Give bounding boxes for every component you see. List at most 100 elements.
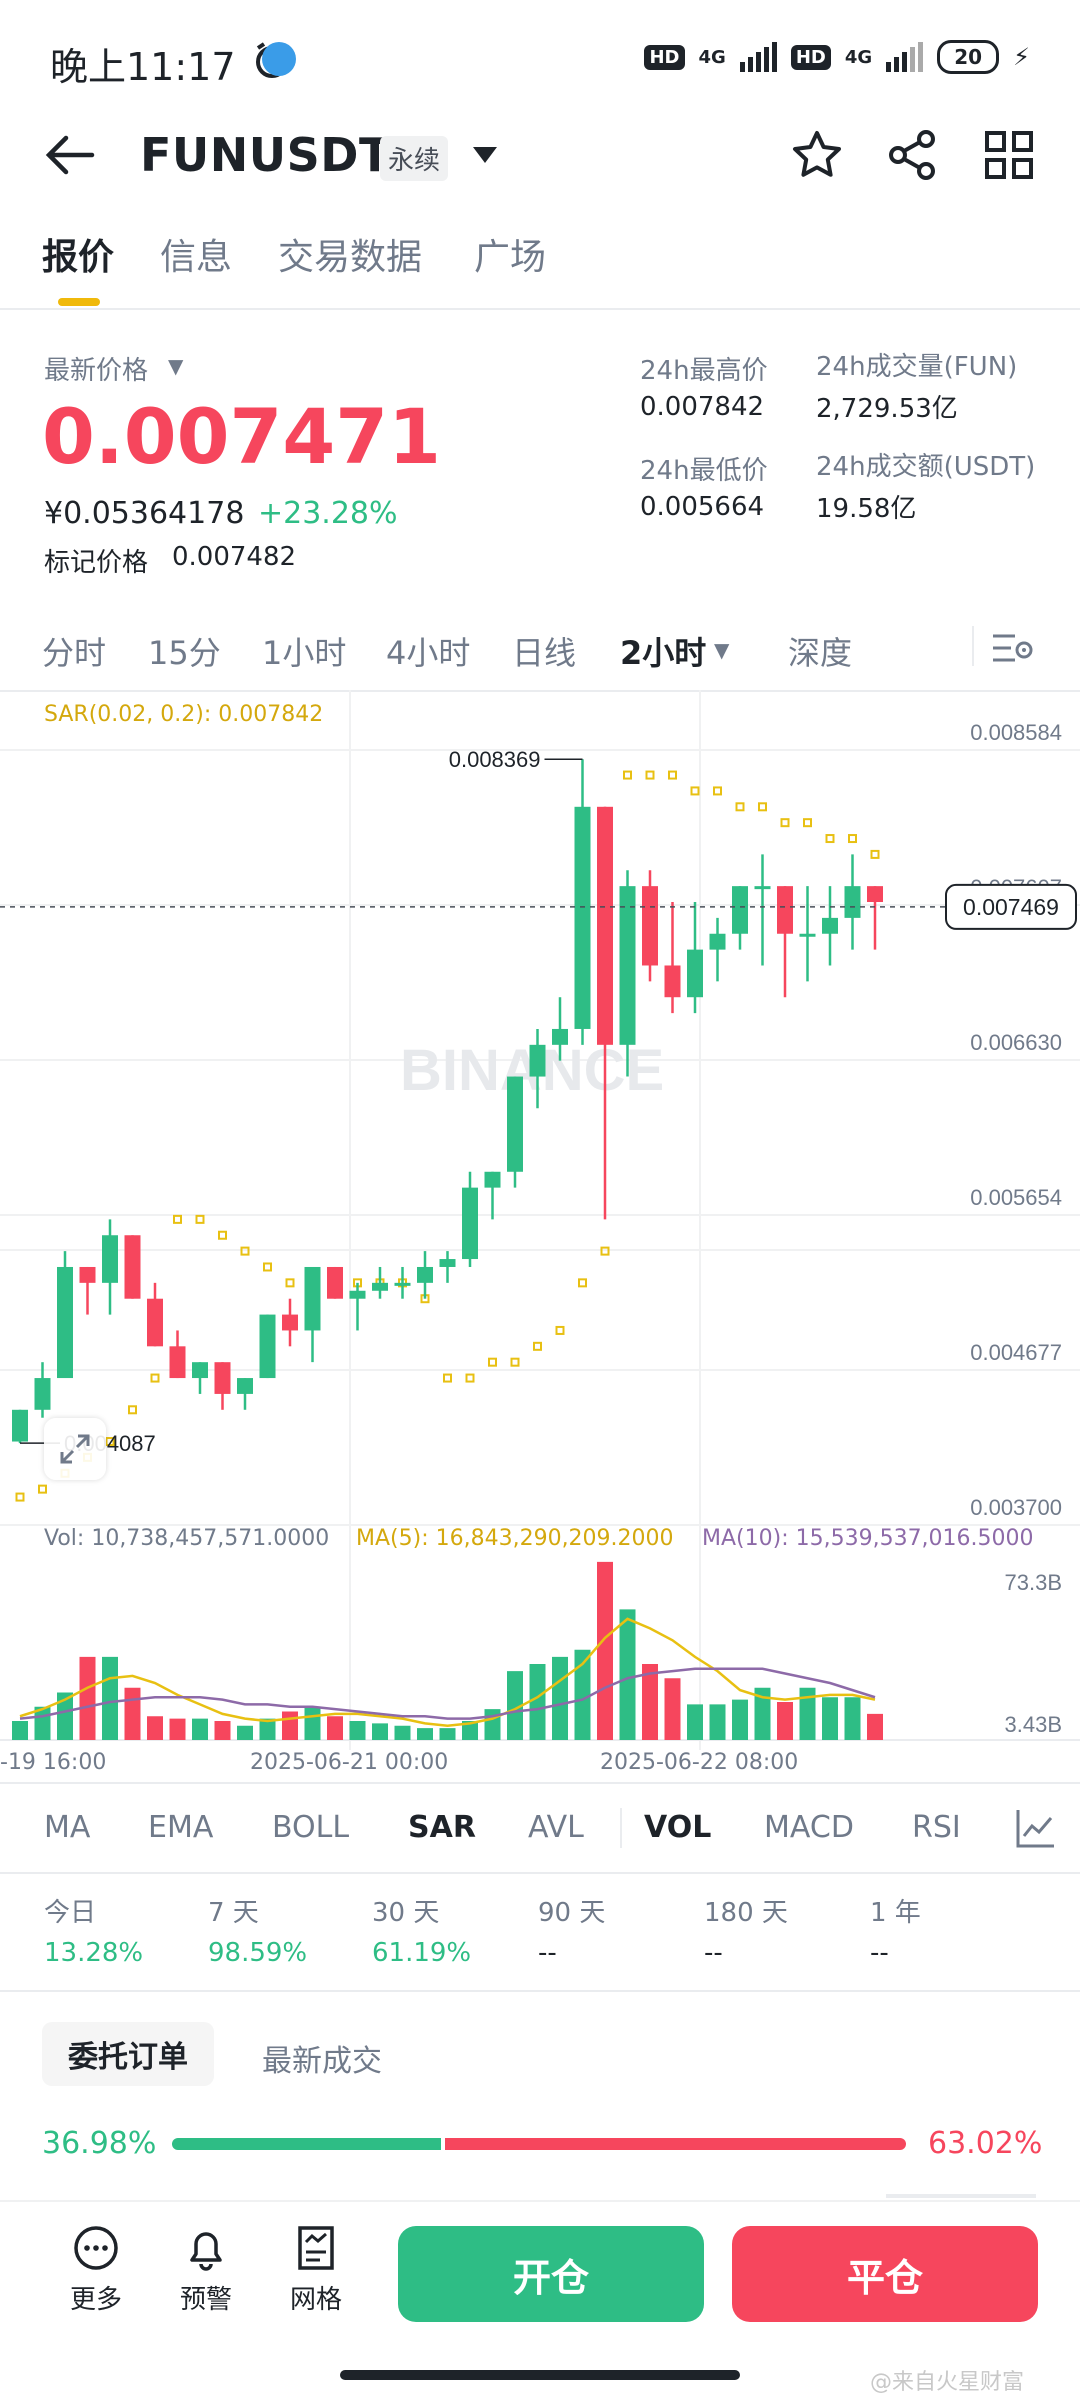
high-marker-label: 0.008369	[449, 747, 541, 772]
x-tick-2: 2025-06-21 00:00	[250, 1750, 449, 1775]
status-icons: HD 4G HD 4G 20 ⚡	[644, 40, 1030, 74]
indicator-ma[interactable]: MA	[44, 1810, 91, 1845]
indicator-settings-icon[interactable]	[1014, 1806, 1058, 1854]
volume-bar	[574, 1649, 591, 1740]
price-chart[interactable]: BINANCE 0.0085840.0076070.0066300.005654…	[0, 690, 1080, 1790]
interval-dropdown-icon[interactable]: ▼	[714, 638, 730, 662]
volume-bar	[709, 1704, 726, 1740]
expand-icon	[60, 1434, 90, 1464]
candle-body	[844, 886, 861, 918]
volume-bar	[777, 1702, 793, 1740]
sar-dot	[128, 1405, 137, 1415]
grid-trading-icon	[298, 2226, 334, 2270]
indicator-boll[interactable]: BOLL	[272, 1810, 350, 1845]
tab-square[interactable]: 广场	[474, 237, 547, 278]
y-tick-label: 0.004677	[970, 1340, 1062, 1365]
close-position-button[interactable]: 平仓	[732, 2226, 1038, 2322]
tab-latest-trades[interactable]: 最新成交	[262, 2044, 382, 2079]
candle-body	[214, 1362, 231, 1394]
y-tick-label: 0.008584	[970, 720, 1062, 745]
share-icon[interactable]	[886, 128, 940, 186]
symbol-title[interactable]: FUNUSDT	[140, 128, 391, 182]
candle-body	[102, 1235, 118, 1283]
indicator-divider	[0, 1872, 1080, 1874]
ratio-bar-buy	[172, 2138, 442, 2150]
volume-bar	[687, 1704, 703, 1740]
volume-bar	[57, 1692, 73, 1740]
volume-bar	[147, 1716, 163, 1740]
vol-usdt-label: 24h成交额(USDT)	[816, 452, 1036, 482]
candle-body	[192, 1362, 208, 1379]
volume-bar	[282, 1711, 298, 1740]
candle-body	[799, 933, 816, 937]
back-arrow-icon[interactable]	[42, 130, 96, 184]
sar-dot	[38, 1484, 47, 1494]
tab-quote[interactable]: 报价	[42, 237, 115, 278]
indicator-sar[interactable]: SAR	[408, 1810, 476, 1845]
candle-body	[259, 1314, 276, 1379]
status-time: 晚上11:17	[50, 45, 236, 89]
sar-dot	[488, 1357, 497, 1367]
tab-info[interactable]: 信息	[160, 237, 233, 278]
expand-chart-button[interactable]	[44, 1418, 106, 1480]
interval-1d[interactable]: 日线	[512, 634, 577, 672]
candle-body	[642, 886, 658, 966]
candle-body	[124, 1235, 141, 1299]
tab-order-book[interactable]: 委托订单	[42, 2022, 214, 2086]
indicator-ema[interactable]: EMA	[148, 1810, 214, 1845]
candle-body	[574, 806, 591, 1029]
favorite-star-icon[interactable]	[790, 128, 844, 186]
latest-price-dropdown-icon[interactable]: ▼	[168, 354, 184, 378]
volume-bar	[484, 1709, 501, 1740]
volume-y-tick-label: 73.3B	[1005, 1570, 1063, 1595]
perf-30d-label: 30 天	[372, 1898, 440, 1928]
sar-dot	[848, 834, 857, 844]
candle-body	[417, 1266, 433, 1283]
interval-15m[interactable]: 15分	[148, 634, 221, 672]
open-position-button[interactable]: 开仓	[398, 2226, 704, 2322]
chart-settings-icon[interactable]	[990, 628, 1034, 672]
latest-price-label[interactable]: 最新价格	[44, 356, 149, 386]
candle-body	[169, 1346, 186, 1379]
low-24h-value: 0.005664	[640, 492, 765, 522]
symbol-dropdown-icon[interactable]	[470, 144, 500, 170]
indicator-avl[interactable]: AVL	[528, 1810, 584, 1845]
interval-depth[interactable]: 深度	[788, 634, 853, 672]
volume-bar	[169, 1718, 186, 1740]
vol-label: Vol: 10,738,457,571.0000	[44, 1526, 330, 1551]
more-button[interactable]: 更多	[56, 2224, 136, 2316]
interval-1h[interactable]: 1小时	[262, 634, 347, 672]
candle-body	[664, 965, 681, 998]
mark-price-label: 标记价格	[44, 548, 149, 578]
y-tick-label: 0.005654	[970, 1185, 1062, 1210]
interval-2h[interactable]: 2小时	[620, 634, 707, 672]
interval-4h[interactable]: 4小时	[386, 634, 471, 672]
perf-180d-label: 180 天	[704, 1898, 788, 1928]
grid-label: 网格	[289, 2285, 342, 2315]
candle-body	[709, 933, 726, 950]
tab-trading-data[interactable]: 交易数据	[278, 237, 423, 278]
indicator-vol[interactable]: VOL	[644, 1810, 712, 1845]
indicator-rsi[interactable]: RSI	[912, 1810, 961, 1845]
hd-badge-1: HD	[644, 44, 685, 70]
candle-body	[462, 1187, 478, 1260]
grid-trading-button[interactable]: 网格	[276, 2224, 356, 2316]
interval-timeline[interactable]: 分时	[42, 634, 107, 672]
perf-30d-value: 61.19%	[372, 1938, 472, 1968]
volume-bar	[214, 1721, 231, 1740]
indicator-macd[interactable]: MACD	[764, 1810, 854, 1845]
network-type-2: 4G	[844, 46, 873, 68]
perf-1y-value: --	[870, 1938, 889, 1968]
sar-dot	[690, 786, 700, 796]
sar-dot	[533, 1341, 542, 1351]
chart-bottom-divider	[0, 1782, 1080, 1784]
sar-dot	[173, 1214, 182, 1224]
volume-bar	[642, 1664, 658, 1740]
ratio-bar	[172, 2138, 906, 2150]
volume-bar	[597, 1561, 613, 1740]
volume-bar	[304, 1706, 321, 1740]
alert-button[interactable]: 预警	[166, 2224, 246, 2316]
candle-body	[687, 949, 703, 998]
grid-menu-icon[interactable]	[984, 130, 1034, 184]
volume-bar	[124, 1687, 141, 1740]
